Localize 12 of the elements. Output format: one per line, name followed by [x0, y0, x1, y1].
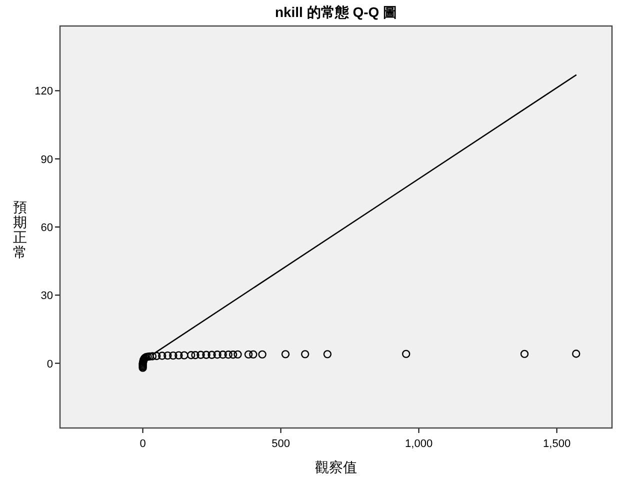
x-axis-title: 觀察值 — [315, 459, 357, 475]
y-axis-title: 預期正常 — [13, 199, 27, 260]
y-tick-label: 30 — [40, 290, 53, 302]
y-tick-label: 120 — [34, 86, 53, 98]
chart-title: nkill 的常態 Q-Q 圖 — [274, 4, 398, 20]
x-tick-label: 1,000 — [405, 438, 433, 450]
x-tick-label: 1,500 — [543, 438, 571, 450]
y-tick-label: 60 — [40, 222, 53, 234]
x-tick-label: 500 — [272, 438, 290, 450]
y-tick-label: 90 — [40, 154, 53, 166]
y-tick-label: 0 — [46, 358, 53, 370]
x-tick-label: 0 — [140, 438, 146, 450]
